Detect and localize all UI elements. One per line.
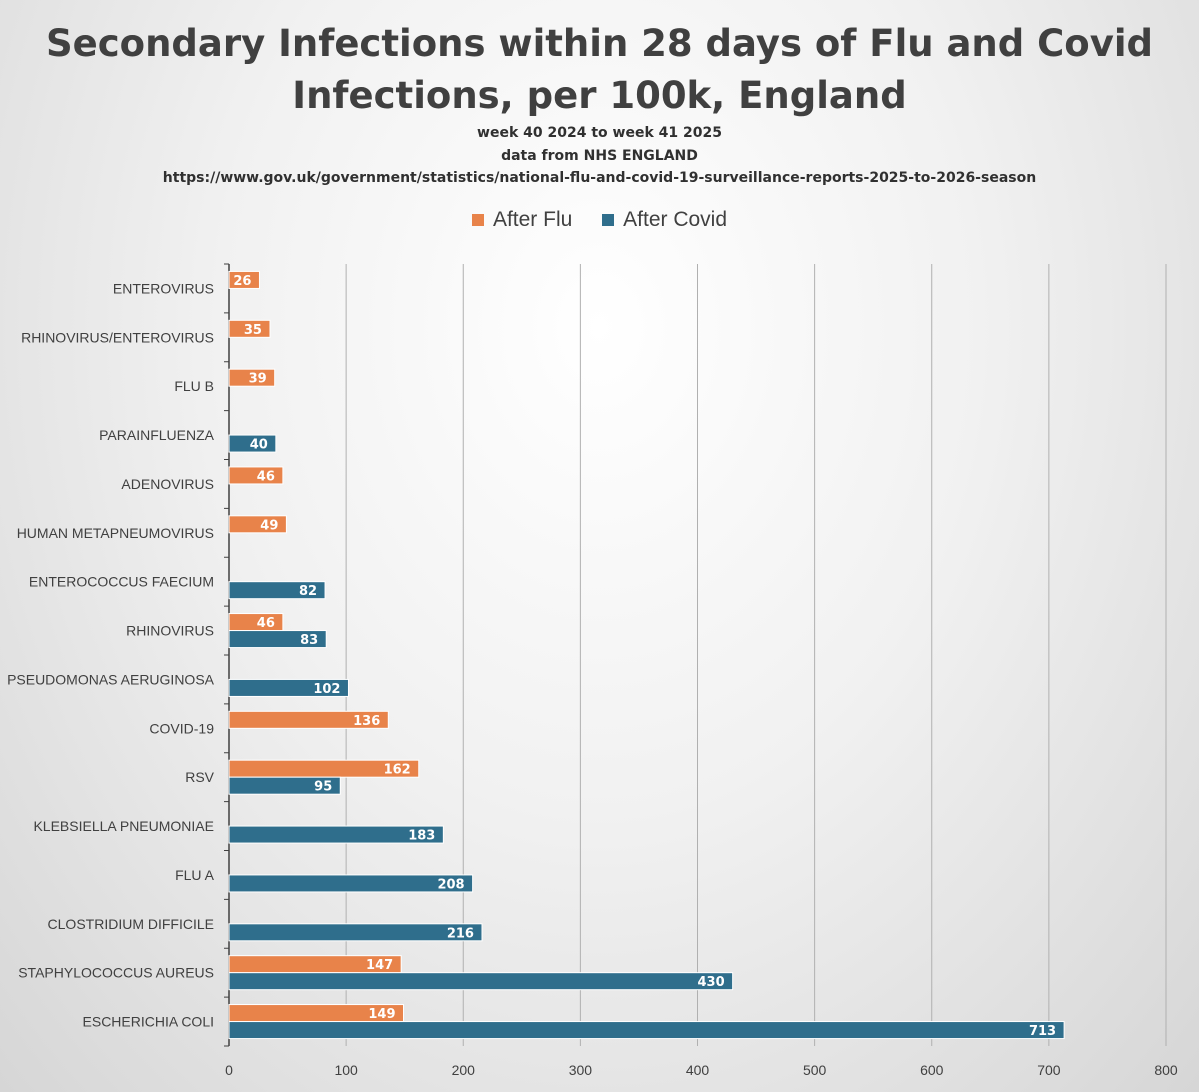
bar-after-covid-klebsiella-pneumoniae bbox=[228, 825, 444, 844]
category-label-clostridium-difficile: CLOSTRIDIUM DIFFICILE bbox=[48, 916, 214, 932]
legend-swatch-after-covid bbox=[602, 214, 615, 226]
bar-after-covid-parainfluenza bbox=[228, 434, 277, 453]
data-label-after-covid-escherichia-coli: 713 bbox=[1029, 1024, 1056, 1039]
bar-after-covid-staphylococcus-aureus bbox=[228, 972, 734, 991]
category-label-rhinovirus: RHINOVIRUS bbox=[126, 623, 214, 639]
data-label-after-flu-covid-19: 136 bbox=[353, 714, 380, 729]
category-label-enterovirus: ENTEROVIRUS bbox=[113, 280, 214, 296]
category-label-parainfluenza: PARAINFLUENZA bbox=[99, 427, 215, 443]
bar-after-covid-rsv bbox=[228, 776, 341, 795]
category-label-human-metapneumovirus: HUMAN METAPNEUMOVIRUS bbox=[17, 525, 214, 541]
x-tick-label-500: 500 bbox=[803, 1062, 827, 1078]
x-tick-label-800: 800 bbox=[1154, 1062, 1178, 1078]
data-label-after-covid-rhinovirus: 83 bbox=[300, 633, 318, 648]
data-label-after-flu-human-metapneumovirus: 49 bbox=[260, 518, 278, 533]
x-tick-label-600: 600 bbox=[920, 1062, 944, 1078]
bar-after-covid-flu-a bbox=[228, 874, 474, 893]
chart-subtitle-line-1: week 40 2024 to week 41 2025 bbox=[477, 125, 722, 141]
category-label-rsv: RSV bbox=[185, 769, 214, 785]
bar-after-covid-escherichia-coli bbox=[228, 1021, 1065, 1040]
bar-after-flu-human-metapneumovirus bbox=[228, 515, 287, 534]
bar-after-covid-clostridium-difficile bbox=[228, 923, 483, 942]
data-label-after-covid-flu-a: 208 bbox=[437, 877, 464, 892]
category-label-escherichia-coli: ESCHERICHIA COLI bbox=[83, 1014, 214, 1030]
category-label-klebsiella-pneumoniae: KLEBSIELLA PNEUMONIAE bbox=[33, 818, 214, 834]
bar-after-covid-enterococcus-faecium bbox=[228, 581, 326, 600]
category-label-staphylococcus-aureus: STAPHYLOCOCCUS AUREUS bbox=[18, 965, 214, 981]
chart-title-line-2: Infections, per 100k, England bbox=[292, 74, 907, 117]
chart-legend: After Flu After Covid bbox=[0, 208, 1199, 232]
bar-after-flu-rhinovirus-enterovirus bbox=[228, 319, 271, 338]
chart-title-line-1: Secondary Infections within 28 days of F… bbox=[45, 22, 1154, 65]
legend-swatch-after-flu bbox=[471, 214, 484, 226]
legend-label-after-flu: After Flu bbox=[492, 208, 573, 231]
category-label-enterococcus-faecium: ENTEROCOCCUS FAECIUM bbox=[29, 574, 214, 590]
x-tick-label-0: 0 bbox=[225, 1062, 233, 1078]
x-tick-label-200: 200 bbox=[452, 1062, 476, 1078]
chart-subtitle-line-3: https://www.gov.uk/government/statistics… bbox=[162, 170, 1037, 186]
data-label-after-flu-rhinovirus-enterovirus: 35 bbox=[244, 323, 262, 338]
data-label-after-covid-staphylococcus-aureus: 430 bbox=[697, 975, 724, 990]
bar-after-flu-covid-19 bbox=[228, 710, 389, 729]
category-label-flu-a: FLU A bbox=[175, 867, 215, 883]
category-label-flu-b: FLU B bbox=[174, 378, 214, 394]
data-label-after-covid-pseudomonas-aeruginosa: 102 bbox=[313, 682, 340, 697]
x-tick-label-400: 400 bbox=[686, 1062, 710, 1078]
legend-item-after-covid: After Covid bbox=[602, 208, 727, 232]
data-label-after-covid-clostridium-difficile: 216 bbox=[447, 926, 474, 941]
data-label-after-flu-escherichia-coli: 149 bbox=[368, 1007, 395, 1022]
data-label-after-flu-rhinovirus: 46 bbox=[257, 616, 275, 631]
x-tick-label-300: 300 bbox=[569, 1062, 593, 1078]
data-label-after-covid-parainfluenza: 40 bbox=[250, 438, 268, 453]
bar-after-flu-enterovirus bbox=[228, 270, 260, 289]
legend-label-after-covid: After Covid bbox=[623, 208, 728, 231]
category-label-covid-19: COVID-19 bbox=[149, 720, 214, 736]
data-label-after-flu-adenovirus: 46 bbox=[257, 469, 275, 484]
data-label-after-flu-staphylococcus-aureus: 147 bbox=[366, 958, 393, 973]
x-tick-label-100: 100 bbox=[334, 1062, 358, 1078]
chart-subtitle-line-2: data from NHS ENGLAND bbox=[501, 148, 698, 164]
category-label-adenovirus: ADENOVIRUS bbox=[121, 476, 214, 492]
category-label-pseudomonas-aeruginosa: PSEUDOMONAS AERUGINOSA bbox=[7, 671, 215, 687]
data-label-after-covid-enterococcus-faecium: 82 bbox=[299, 584, 317, 599]
bar-after-covid-pseudomonas-aeruginosa bbox=[228, 678, 349, 697]
data-label-after-covid-klebsiella-pneumoniae: 183 bbox=[408, 829, 435, 844]
legend-item-after-flu: After Flu bbox=[471, 208, 573, 232]
data-label-after-flu-rsv: 162 bbox=[384, 763, 411, 778]
data-label-after-covid-rsv: 95 bbox=[314, 780, 332, 795]
data-label-after-flu-enterovirus: 26 bbox=[233, 274, 251, 289]
x-tick-label-700: 700 bbox=[1037, 1062, 1061, 1078]
category-label-rhinovirus-enterovirus: RHINOVIRUS/ENTEROVIRUS bbox=[21, 329, 214, 345]
chart-title: Secondary Infections within 28 days of F… bbox=[0, 18, 1199, 122]
data-label-after-flu-flu-b: 39 bbox=[249, 372, 267, 387]
bar-after-flu-adenovirus bbox=[228, 466, 284, 485]
bar-after-flu-flu-b bbox=[228, 368, 276, 387]
bar-after-covid-rhinovirus bbox=[228, 630, 327, 649]
